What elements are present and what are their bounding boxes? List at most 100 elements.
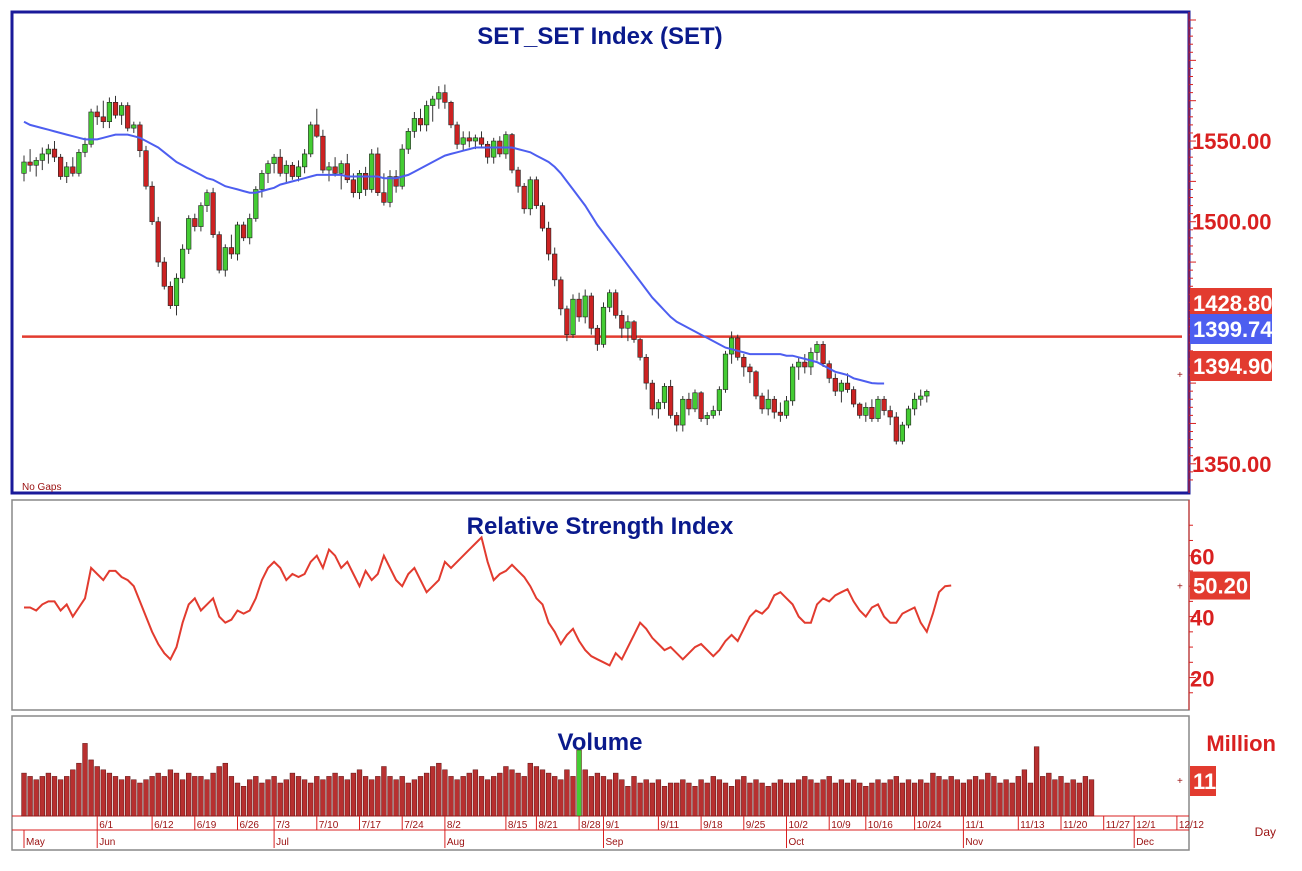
volume-unit-label: Million [1206,731,1276,756]
date-label: 12/12 [1179,820,1204,831]
volume-bar [960,782,967,817]
price-tick-label: 1500.00 [1192,210,1272,235]
candle-body [289,164,296,177]
candle-body [369,153,375,190]
volume-bar [655,779,662,817]
volume-bar [509,769,515,817]
volume-bar [808,779,814,817]
month-label: Oct [789,837,805,848]
date-label: 11/13 [1020,820,1045,831]
volume-bar [332,772,338,817]
volume-bar [204,779,210,817]
volume-bar [289,772,296,817]
volume-bar [966,779,973,817]
volume-bar [137,782,143,817]
candle-body [344,163,350,181]
volume-bar [954,779,960,817]
volume-bar [320,779,326,817]
candle-body [39,153,45,161]
volume-last-marker: + [1177,776,1183,787]
price-badge-bg [1190,314,1272,344]
candle-body [253,189,259,219]
candle-body [637,339,643,358]
price-panel: SET_SET Index (SET) No Gaps 1550.00 1500.… [10,10,1273,495]
volume-bar [51,776,58,817]
volume-bar [533,766,540,817]
date-label: 6/26 [240,820,260,831]
candle-body [826,363,832,379]
volume-bar [466,772,472,817]
candle-body [484,143,491,158]
volume-bar [222,762,228,817]
volume-bar [918,779,924,817]
candle-body [649,382,655,410]
volume-bar [497,772,503,817]
volume-bar [979,779,985,817]
volume-bar [991,776,997,817]
candle-body [777,411,783,416]
volume-bar [1027,782,1034,817]
volume-bar [887,779,893,817]
candle-body [643,356,649,384]
candle-body [857,403,863,416]
rsi-badge: 50.20 + [1177,571,1250,600]
rsi-line [24,535,952,667]
date-label: 9/18 [703,820,723,831]
volume-bar [417,776,424,817]
candle-body [802,361,808,368]
candle-body [283,164,289,174]
volume-bar [210,772,216,817]
volume-bar [722,782,729,817]
volume-bar [259,782,265,817]
candle-body [765,398,771,410]
candle-body [741,356,747,368]
date-label: 12/1 [1136,820,1156,831]
volume-bar [375,776,381,817]
volume-bar [619,779,625,817]
volume-bar [106,772,113,817]
volume-bar [45,772,52,817]
price-tick-label: 1550.00 [1192,129,1272,154]
volume-bar [149,776,155,817]
volume-bar [198,776,204,817]
volume-bar [850,779,857,817]
volume-bar [893,776,899,817]
candle-body [771,398,777,413]
volume-bar [735,779,741,817]
date-label: 9/1 [606,820,620,831]
candle-body [515,169,521,187]
price-badge-label: 1399.74 [1193,317,1273,342]
volume-bar [753,779,759,817]
candle-body [259,173,265,190]
volume-bar [405,782,411,817]
volume-bar [515,772,521,817]
candle-body [131,124,137,129]
volume-bar [680,779,686,817]
volume-bar [857,782,863,817]
date-label: 11/1 [965,820,984,831]
candle-body [241,224,247,239]
volume-bar [692,786,698,817]
price-panel-frame [10,10,1191,495]
date-label: 9/11 [660,820,679,831]
candle-body [320,135,326,171]
month-label: Nov [965,837,983,848]
month-label: Jul [276,837,289,848]
date-label: 11/27 [1106,820,1131,831]
candle-body [631,321,637,340]
volume-panel: Volume Million 11 + 6/1 6/12 6/19 6/26 7/3 7/1… [11,715,1276,851]
price-badge-label: 1394.90 [1193,354,1273,379]
price-panel-title: SET_SET Index (SET) [477,23,722,50]
date-label: 7/17 [362,820,382,831]
candle-body [161,261,167,287]
volume-bar [728,786,735,817]
volume-bar [240,786,247,817]
candle-body [393,176,399,187]
moving-average-line [23,120,885,385]
volume-bar [558,779,564,817]
candle-body [125,105,131,129]
candle-body [924,391,930,397]
volume-bar [454,779,460,817]
